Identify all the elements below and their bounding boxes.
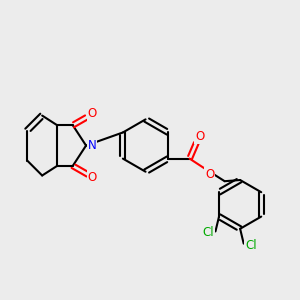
Text: Cl: Cl (245, 238, 257, 252)
Text: O: O (195, 130, 205, 143)
Text: N: N (88, 139, 96, 152)
Text: O: O (88, 171, 97, 184)
Text: O: O (205, 168, 214, 181)
Text: O: O (88, 107, 97, 120)
Text: Cl: Cl (202, 226, 214, 239)
